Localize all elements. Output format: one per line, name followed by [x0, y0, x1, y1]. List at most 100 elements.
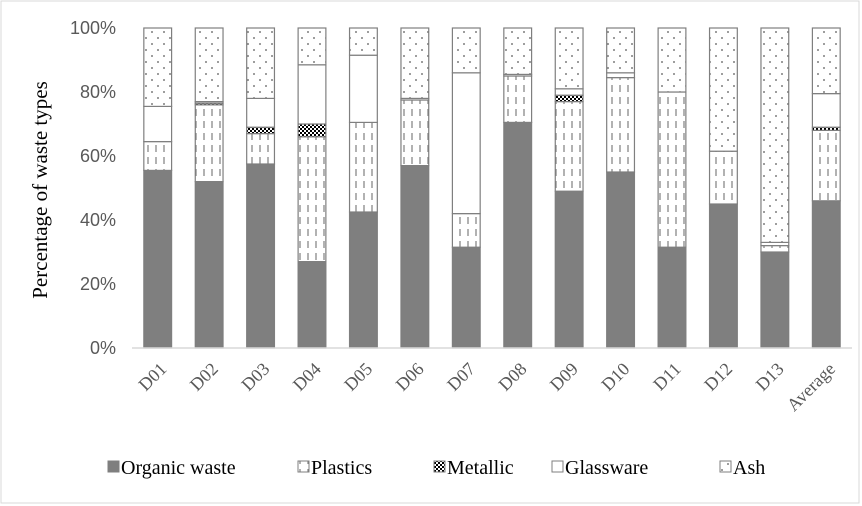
bar-segment	[606, 76, 636, 173]
bar-stack	[708, 27, 738, 349]
bar-segment	[451, 72, 481, 215]
x-tick-label: D03	[237, 359, 273, 395]
legend: Organic waste Plastics Metallic Glassware As…	[107, 457, 765, 479]
bar-stack	[400, 27, 430, 349]
x-tick-label: D08	[494, 359, 530, 395]
x-tick-label: D11	[649, 359, 685, 395]
bar-segment	[297, 27, 327, 66]
legend-label: Ash	[733, 457, 765, 479]
y-axis: 0% 20% 40% 60% 80% 100%	[70, 18, 116, 358]
bar-segment	[194, 181, 224, 349]
bar-segment	[246, 27, 276, 100]
y-axis-label: Percentage of waste types	[28, 81, 52, 299]
bar-segment	[708, 150, 738, 205]
legend-swatch	[107, 460, 120, 473]
bar-stack	[554, 27, 584, 349]
bar-segment	[143, 141, 173, 172]
bar-stack	[503, 27, 533, 349]
y-tick-label: 80%	[80, 82, 116, 102]
bar-segment	[811, 92, 841, 128]
legend-label: Metallic	[447, 457, 514, 479]
bar-segment	[760, 245, 790, 253]
legend-item: Organic waste	[107, 457, 236, 479]
bar-segment	[246, 163, 276, 349]
legend-item: Glassware	[551, 457, 648, 479]
bar-stack	[348, 27, 378, 349]
bar-segment	[400, 27, 430, 100]
y-tick-label: 0%	[90, 338, 116, 358]
bar-segment	[143, 27, 173, 108]
bar-segment	[194, 104, 224, 183]
bar-segment	[143, 105, 173, 143]
bar-segment	[503, 121, 533, 349]
bar-stack	[811, 27, 841, 349]
bar-stack	[451, 27, 481, 349]
bar-segment	[554, 88, 584, 96]
bars	[143, 27, 841, 349]
bar-segment	[503, 75, 533, 124]
bar-segment	[503, 27, 533, 76]
legend-label: Plastics	[311, 457, 372, 479]
bar-segment	[348, 27, 378, 56]
y-tick-label: 100%	[70, 18, 116, 38]
y-tick-label: 60%	[80, 146, 116, 166]
bar-segment	[760, 27, 790, 243]
bar-stack	[194, 27, 224, 349]
bar-segment	[451, 27, 481, 74]
bar-segment	[657, 91, 687, 248]
bar-segment	[554, 27, 584, 90]
legend-swatch	[297, 460, 310, 473]
x-axis: D01 D02 D03 D04 D05 D06 D07 D08 D09 D10 D11 D12 D13A…	[132, 347, 852, 415]
x-tick-label: D07	[443, 359, 479, 395]
bar-stack	[297, 27, 327, 349]
bar-segment	[348, 211, 378, 349]
bar-segment	[657, 246, 687, 349]
bar-segment	[811, 129, 841, 202]
legend-label: Organic waste	[121, 457, 236, 479]
bar-segment	[297, 136, 327, 263]
bar-segment	[811, 27, 841, 95]
x-tick-label: Average	[783, 359, 839, 415]
bar-segment	[708, 27, 738, 152]
bar-segment	[348, 54, 378, 123]
bar-segment	[606, 171, 636, 349]
legend-item: Ash	[719, 457, 765, 479]
x-tick-label: D01	[134, 359, 170, 395]
legend-swatch	[433, 460, 446, 473]
x-tick-label: D12	[700, 359, 736, 395]
bar-segment	[554, 94, 584, 103]
x-tick-label: D05	[340, 359, 376, 395]
bar-segment	[297, 123, 327, 138]
bar-segment	[400, 99, 430, 167]
bar-segment	[246, 126, 276, 135]
bar-segment	[143, 169, 173, 349]
bar-segment	[606, 72, 636, 79]
bar-segment	[606, 27, 636, 74]
x-tick-label: D04	[289, 359, 325, 395]
x-tick-label: D13	[752, 359, 788, 395]
bar-stack	[606, 27, 636, 349]
bar-segment	[708, 203, 738, 349]
bar-segment	[400, 165, 430, 349]
legend-item: Metallic	[433, 457, 514, 479]
y-tick-label: 40%	[80, 210, 116, 230]
bar-segment	[246, 133, 276, 165]
x-tick-label: D10	[597, 359, 633, 395]
bar-segment	[297, 261, 327, 349]
legend-item: Plastics	[297, 457, 372, 479]
bar-segment	[451, 213, 481, 248]
bar-stack	[760, 27, 790, 349]
legend-swatch	[719, 460, 732, 473]
bar-segment	[554, 190, 584, 349]
y-tick-label: 20%	[80, 274, 116, 294]
x-tick-label: D02	[186, 359, 222, 395]
bar-segment	[348, 121, 378, 213]
x-tick-label: D09	[546, 359, 582, 395]
bar-segment	[554, 100, 584, 192]
bar-segment	[246, 97, 276, 128]
bar-segment	[451, 246, 481, 349]
bar-segment	[297, 64, 327, 125]
